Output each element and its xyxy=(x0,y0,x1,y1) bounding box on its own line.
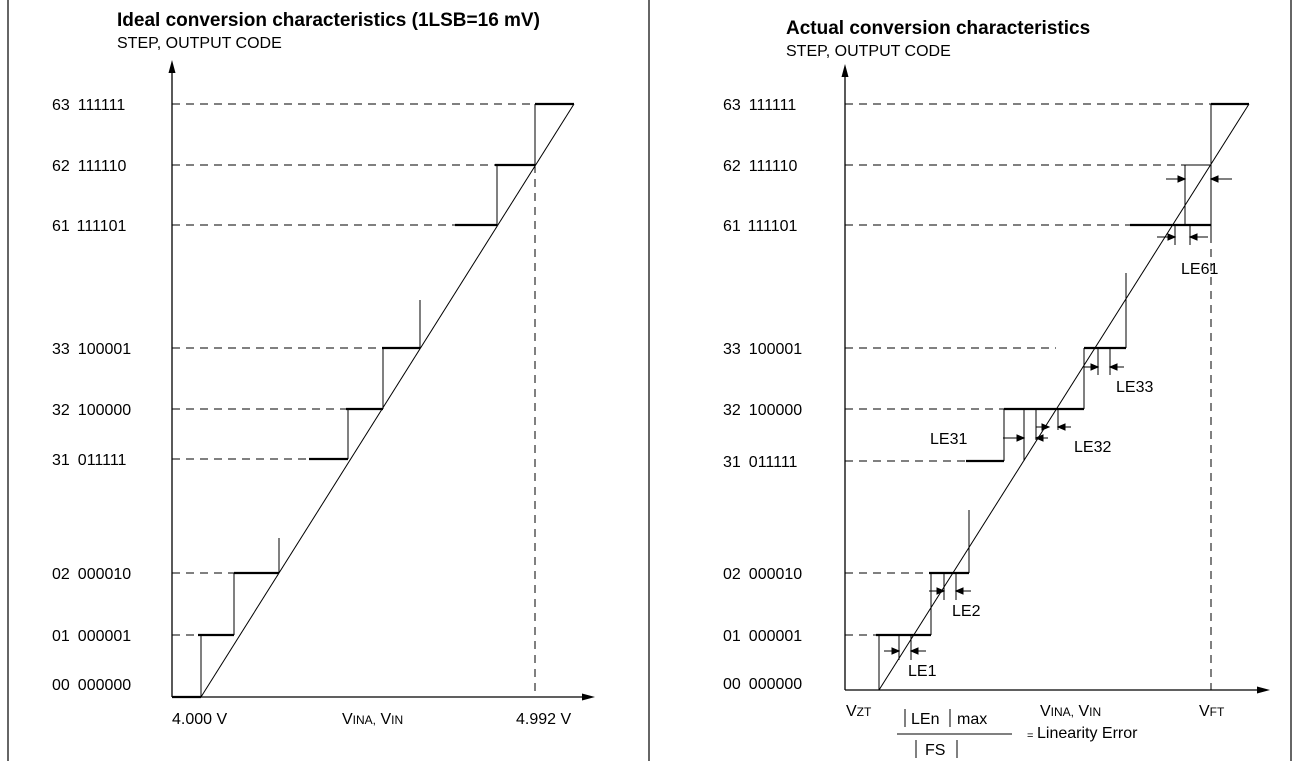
right-staircase-treads xyxy=(876,102,1249,637)
vzt-label: VZT xyxy=(846,703,872,720)
formula-max: max xyxy=(957,711,987,728)
right-ideal-line xyxy=(878,103,1250,691)
left-step-labels: 63 111111 62 111110 61 111101 33 100001 32 10… xyxy=(52,97,131,694)
right-step-33: 33 100001 xyxy=(723,341,802,358)
right-y-axis-title: STEP, OUTPUT CODE xyxy=(786,43,951,60)
formula-equals: = xyxy=(1027,730,1033,742)
right-step-00: 00 000000 xyxy=(723,676,802,693)
le33-label: LE33 xyxy=(1116,379,1153,396)
right-step-61: 61 111101 xyxy=(723,218,798,235)
left-y-axis-title: STEP, OUTPUT CODE xyxy=(117,35,282,52)
formula-numerator: LEn xyxy=(911,711,939,728)
right-level-dashes xyxy=(845,103,1212,690)
linearity-error-formula: LEn max FS = Linearity Error xyxy=(897,709,1138,759)
left-step-02: 02 000010 xyxy=(52,566,131,583)
left-staircase-risers xyxy=(200,104,536,697)
right-step-01: 01 000001 xyxy=(723,628,802,645)
left-step-31: 31 011111 xyxy=(52,452,127,469)
left-x-axis-arrow xyxy=(582,693,595,701)
formula-result: Linearity Error xyxy=(1037,725,1138,742)
right-step-02: 02 000010 xyxy=(723,566,802,583)
left-panel-title: Ideal conversion characteristics (1LSB=1… xyxy=(117,10,540,31)
formula-denominator: FS xyxy=(925,742,945,759)
right-staircase-risers xyxy=(878,104,1212,690)
le61-label: LE61 xyxy=(1181,261,1218,278)
le31-label: LE31 xyxy=(930,431,967,448)
left-ideal-line xyxy=(200,103,575,698)
left-step-61: 61 111101 xyxy=(52,218,127,235)
right-x-axis-arrow xyxy=(1257,686,1270,694)
left-level-dashes xyxy=(172,103,536,697)
left-panel: Ideal conversion characteristics (1LSB=1… xyxy=(52,10,595,728)
le1-label: LE1 xyxy=(908,663,937,680)
left-x-start-label: 4.000 V xyxy=(172,711,227,728)
right-step-labels: 63 111111 62 111110 61 111101 33 100001 32 10… xyxy=(723,97,802,693)
left-step-32: 32 100000 xyxy=(52,402,131,419)
left-staircase-treads xyxy=(172,102,574,699)
right-y-axis-arrow xyxy=(841,64,849,77)
vft-label: VFT xyxy=(1199,703,1225,720)
left-step-62: 62 111110 xyxy=(52,158,127,175)
right-panel: Actual conversion characteristics STEP, … xyxy=(723,18,1270,759)
right-step-31: 31 011111 xyxy=(723,454,798,471)
right-step-63: 63 111111 xyxy=(723,97,796,114)
right-error-arrows xyxy=(884,175,1232,655)
left-x-axis-title: VINA, VIN xyxy=(342,711,403,728)
left-x-end-label: 4.992 V xyxy=(516,711,571,728)
le2-label: LE2 xyxy=(952,603,981,620)
left-step-01: 01 000001 xyxy=(52,628,131,645)
left-step-63: 63 111111 xyxy=(52,97,125,114)
right-panel-title: Actual conversion characteristics xyxy=(786,18,1090,39)
right-step-32: 32 100000 xyxy=(723,402,802,419)
left-y-axis-arrow xyxy=(168,60,176,73)
le32-label: LE32 xyxy=(1074,439,1111,456)
left-step-00: 00 000000 xyxy=(52,677,131,694)
left-step-33: 33 100001 xyxy=(52,341,131,358)
right-x-axis-title: VINA, VIN xyxy=(1040,703,1101,720)
right-step-62: 62 111110 xyxy=(723,158,798,175)
